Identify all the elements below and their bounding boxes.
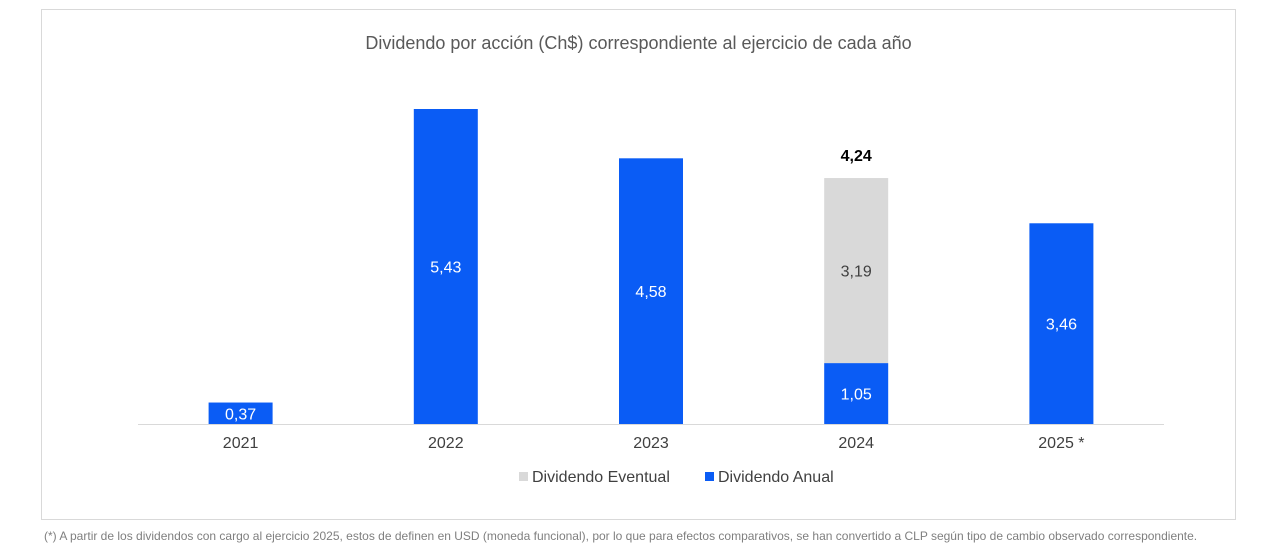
bar-dividendo-eventual-2024 xyxy=(824,178,889,364)
x-tick-label: 2024 xyxy=(838,435,874,452)
data-label: 1,05 xyxy=(841,387,872,404)
bar-dividendo-anual-2024 xyxy=(824,363,889,424)
data-label: 5,43 xyxy=(430,260,461,277)
x-tick-label: 2023 xyxy=(633,435,669,452)
chart-title: Dividendo por acción (Ch$) correspondien… xyxy=(365,33,912,53)
bar-dividendo-anual-2022 xyxy=(413,109,478,424)
bar-dividendo-anual-2021 xyxy=(208,402,273,424)
footnote: (*) A partir de los dividendos con cargo… xyxy=(44,529,1198,543)
legend-swatch-dividendo-eventual xyxy=(519,472,528,481)
data-label: 3,46 xyxy=(1046,317,1077,334)
x-tick-label: 2022 xyxy=(428,435,464,452)
data-label: 3,19 xyxy=(841,264,872,281)
bar-dividendo-anual-2023 xyxy=(619,158,683,424)
x-tick-label: 2021 xyxy=(223,435,259,452)
legend-swatch-dividendo-anual xyxy=(705,472,714,481)
total-label: 4,24 xyxy=(841,148,872,165)
data-label: 4,58 xyxy=(635,284,666,301)
bar-dividendo-anual-2025 xyxy=(1029,223,1094,424)
data-label: 0,37 xyxy=(225,406,256,423)
legend-label-dividendo-eventual: Dividendo Eventual xyxy=(532,469,670,486)
x-tick-label: 2025 * xyxy=(1038,435,1084,452)
legend-label-dividendo-anual: Dividendo Anual xyxy=(718,469,834,486)
